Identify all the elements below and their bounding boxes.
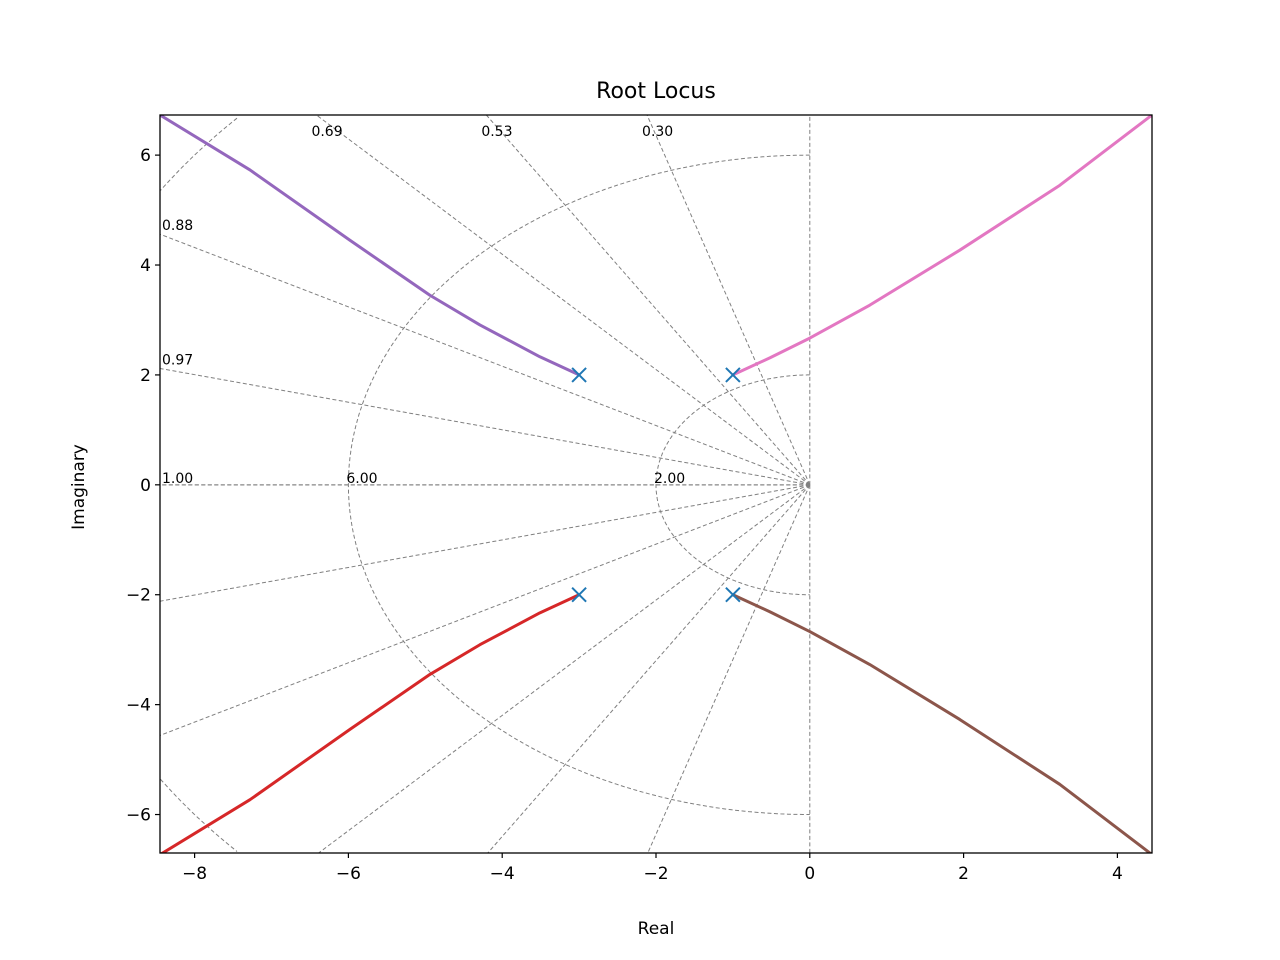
damping-line xyxy=(487,484,811,853)
y-ticks: −6 −4 −2 0 2 4 6 xyxy=(126,146,160,826)
y-tick-label: −4 xyxy=(126,696,151,716)
damping-line xyxy=(647,484,811,853)
damping-line xyxy=(646,115,811,486)
damping-line xyxy=(160,233,810,486)
damping-label: 0.97 xyxy=(162,352,193,368)
x-tick-label: −4 xyxy=(490,864,515,884)
pole-marker xyxy=(571,367,587,383)
damping-line xyxy=(160,367,810,486)
y-tick-label: −2 xyxy=(126,586,151,606)
x-tick-label: 0 xyxy=(804,864,815,884)
damping-label: 0.30 xyxy=(642,124,673,140)
x-tick-label: 2 xyxy=(958,864,969,884)
locus-branch-4 xyxy=(732,593,1152,853)
pole-x-stroke xyxy=(571,587,587,603)
chart-title: Root Locus xyxy=(596,79,716,104)
y-axis-label: Imaginary xyxy=(69,444,89,530)
pole-marker xyxy=(725,587,741,603)
locus-branch-1 xyxy=(160,115,580,377)
x-tick-label: −2 xyxy=(643,864,668,884)
natural-frequency-circle xyxy=(347,154,810,815)
locus-branch-3 xyxy=(732,115,1152,377)
x-tick-label: −8 xyxy=(182,864,207,884)
y-tick-label: 4 xyxy=(140,256,151,276)
damping-label: 0.53 xyxy=(481,124,512,140)
pole-x-stroke xyxy=(571,367,587,383)
pole-marker xyxy=(571,587,587,603)
y-tick-label: 2 xyxy=(140,366,151,386)
damping-line xyxy=(485,115,811,486)
poles xyxy=(571,367,741,603)
locus-branches xyxy=(160,115,1152,853)
pole-x-stroke xyxy=(725,587,741,603)
x-tick-label: −6 xyxy=(336,864,361,884)
natural-frequency-circle xyxy=(160,778,238,852)
grid-labels: 0.30 0.53 0.69 0.88 0.97 1.00 2.00 6.00 xyxy=(162,124,685,487)
natural-frequency-circle xyxy=(655,374,810,596)
grid xyxy=(160,115,811,853)
x-ticks: −8 −6 −4 −2 0 2 4 xyxy=(182,853,1123,884)
locus-branch-2 xyxy=(160,593,580,853)
x-tick-label: 4 xyxy=(1112,864,1123,884)
damping-line xyxy=(160,484,810,602)
pole-x-stroke xyxy=(725,367,741,383)
natural-frequency-label: 2.00 xyxy=(654,471,685,487)
damping-label: 0.69 xyxy=(311,124,342,140)
natural-frequency-circle xyxy=(160,117,238,191)
damping-line xyxy=(316,115,811,486)
damping-line xyxy=(318,484,811,853)
y-tick-label: 6 xyxy=(140,146,151,166)
natural-frequency-label: 6.00 xyxy=(346,471,377,487)
damping-label: 0.88 xyxy=(162,218,193,234)
y-tick-label: 0 xyxy=(140,476,151,496)
damping-label: 1.00 xyxy=(162,471,193,487)
pole-marker xyxy=(725,367,741,383)
y-tick-label: −6 xyxy=(126,806,151,826)
x-axis-label: Real xyxy=(638,919,675,939)
damping-line xyxy=(160,484,810,736)
